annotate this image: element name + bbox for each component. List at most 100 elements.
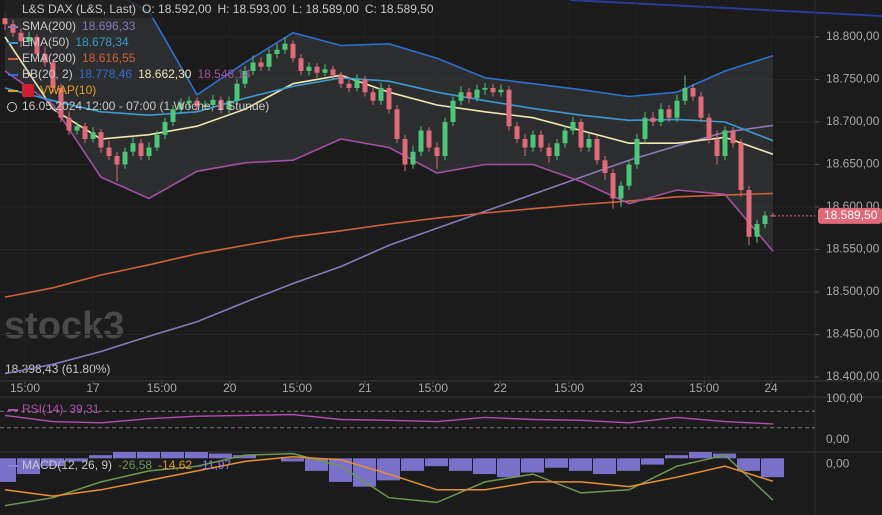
legend-text: C: 18.589,50 bbox=[365, 2, 434, 16]
legend-text: EMA(50) bbox=[22, 35, 69, 49]
y-tick-label: 18.800,00 bbox=[826, 29, 880, 43]
rsi-tick-label: 100,00 bbox=[826, 391, 863, 405]
candle-body bbox=[354, 79, 360, 88]
legend-text: VWAP(10) bbox=[40, 83, 96, 97]
candle-body bbox=[138, 143, 144, 156]
candle-body bbox=[202, 104, 208, 107]
legend-text: -11,97 bbox=[198, 458, 231, 472]
candle-body bbox=[426, 130, 432, 148]
legend-text: O: 18.592,00 bbox=[142, 2, 212, 16]
candle-body bbox=[2, 18, 8, 25]
x-tick-label: 17 bbox=[86, 381, 100, 395]
macd-hist-bar bbox=[521, 458, 544, 473]
candle-body bbox=[442, 121, 448, 156]
y-tick-label: 18.450,00 bbox=[826, 327, 880, 341]
candle-body bbox=[114, 155, 120, 165]
candle-body bbox=[450, 100, 456, 122]
macd-hist-bar bbox=[689, 452, 712, 459]
legend-text: RSI(14) bbox=[22, 402, 63, 416]
candle-body bbox=[490, 87, 496, 93]
candle-body bbox=[258, 62, 264, 67]
price-plot bbox=[2, 0, 776, 375]
macd-hist-bar bbox=[569, 458, 592, 471]
candle-body bbox=[770, 215, 776, 217]
candle-body bbox=[746, 190, 752, 237]
candle-body bbox=[522, 138, 528, 148]
candle-body bbox=[610, 172, 616, 199]
macd-hist-bar bbox=[641, 458, 664, 465]
candle-body bbox=[242, 70, 248, 84]
macd-hist-bar bbox=[449, 458, 472, 471]
y-tick-label: 18.500,00 bbox=[826, 284, 880, 298]
band-line bbox=[4, 70, 774, 252]
last-price-box bbox=[818, 207, 882, 224]
x-tick-label: 15:00 bbox=[554, 381, 584, 395]
candle-body bbox=[378, 87, 384, 101]
macd-hist-bar bbox=[473, 458, 496, 475]
macd-hist-bar bbox=[113, 452, 136, 459]
candle-body bbox=[762, 215, 768, 225]
last-price-label: 18.589,50 bbox=[824, 208, 878, 222]
candle-body bbox=[482, 87, 488, 90]
candle-body bbox=[698, 96, 704, 118]
legend-text: 18.548,14 bbox=[197, 67, 251, 81]
rsi-tick-label: 0,00 bbox=[826, 432, 850, 446]
overlay-line bbox=[4, 124, 774, 375]
y-tick-label: 18.700,00 bbox=[826, 114, 880, 128]
legend-text: 18.616,55 bbox=[82, 51, 136, 65]
legend-text: 18.778,46 bbox=[79, 67, 133, 81]
candle-body bbox=[730, 130, 736, 144]
candle-body bbox=[458, 92, 464, 101]
candle-body bbox=[658, 109, 664, 122]
macd-line bbox=[4, 452, 774, 507]
legend-text: MACD(12, 26, 9) bbox=[22, 458, 112, 472]
candle-body bbox=[338, 75, 344, 84]
candle-body bbox=[98, 132, 104, 148]
candle-body bbox=[570, 121, 576, 131]
macd-hist-bar bbox=[0, 458, 16, 482]
rsi-plot bbox=[0, 410, 815, 429]
candle-body bbox=[26, 36, 32, 42]
x-tick-label: 23 bbox=[630, 381, 644, 395]
x-tick-label: 22 bbox=[494, 381, 508, 395]
candle-body bbox=[402, 138, 408, 165]
period-label: 16.05.2024 12:00 - 07:00 (1 Woche, 1 Stu… bbox=[22, 99, 269, 113]
candle-body bbox=[642, 117, 648, 139]
rsi-line bbox=[4, 413, 774, 425]
candle-body bbox=[410, 151, 416, 165]
candle-body bbox=[106, 147, 112, 156]
candle-body bbox=[626, 164, 632, 186]
legend-text: H: 18.593,00 bbox=[217, 2, 286, 16]
candle-body bbox=[34, 36, 40, 54]
x-tick-label: 21 bbox=[358, 381, 372, 395]
band-fill bbox=[5, 0, 773, 252]
candle-body bbox=[386, 87, 392, 110]
legend-text: 18.678,34 bbox=[75, 35, 129, 49]
candle-body bbox=[562, 130, 568, 144]
candle-body bbox=[466, 92, 472, 99]
legend-text: SMA(200) bbox=[22, 19, 76, 33]
macd-hist-bar bbox=[425, 458, 448, 467]
macd-hist-bar bbox=[377, 458, 400, 481]
trendline bbox=[569, 0, 882, 17]
candle-body bbox=[530, 134, 536, 148]
candle-body bbox=[66, 117, 72, 131]
y-tick-label: 18.650,00 bbox=[826, 157, 880, 171]
candle-body bbox=[90, 132, 96, 139]
candle-body bbox=[362, 79, 368, 93]
legend-text: L: 18.589,00 bbox=[292, 2, 359, 16]
candle-body bbox=[186, 100, 192, 104]
candle-body bbox=[226, 100, 232, 110]
candle-body bbox=[370, 92, 376, 101]
candle-body bbox=[602, 160, 608, 173]
legend-text: 18.662,30 bbox=[138, 67, 192, 81]
candle-body bbox=[674, 100, 680, 118]
legend-bg bbox=[0, 0, 440, 18]
candle-body bbox=[738, 143, 744, 190]
candle-body bbox=[154, 134, 160, 148]
macd-hist-bar bbox=[281, 458, 304, 462]
candle-body bbox=[514, 126, 520, 139]
x-tick-label: 15:00 bbox=[418, 381, 448, 395]
macd-hist-bar bbox=[401, 458, 424, 471]
